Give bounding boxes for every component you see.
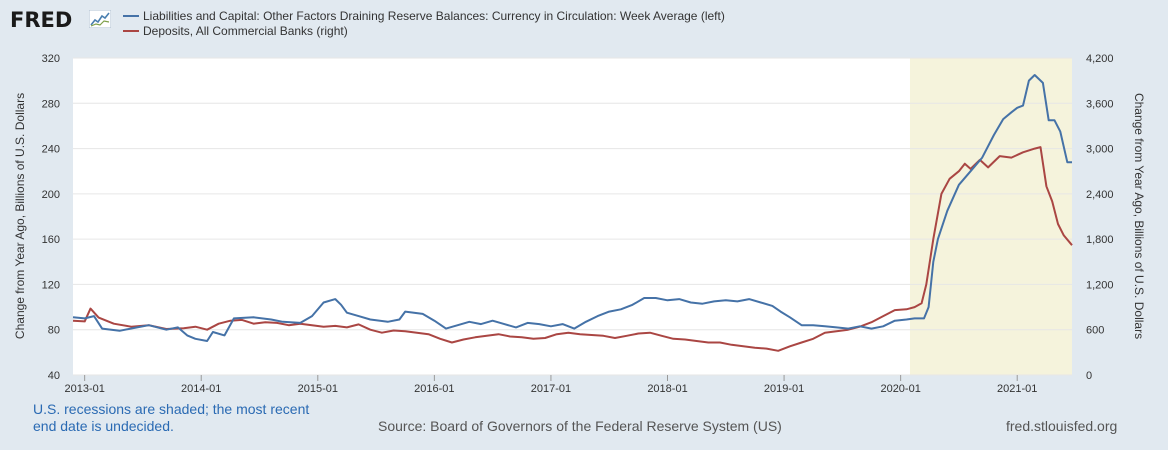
- legend-swatch-currency: [123, 14, 139, 17]
- y-tick-right: 4,200: [1086, 53, 1114, 65]
- y-axis-left-title: Change from Year Ago, Billions of U.S. D…: [13, 93, 27, 339]
- y-axis-right-title: Change from Year Ago, Billions of U.S. D…: [1132, 93, 1146, 339]
- x-tick-label: 2019-01: [764, 383, 804, 395]
- y-tick-left: 320: [42, 53, 60, 65]
- y-tick-right: 3,600: [1086, 98, 1114, 110]
- y-tick-left: 240: [42, 144, 60, 156]
- y-tick-right: 600: [1086, 325, 1104, 337]
- y-tick-left: 160: [42, 234, 60, 246]
- y-tick-right: 1,200: [1086, 279, 1114, 291]
- x-tick-label: 2017-01: [531, 383, 571, 395]
- y-tick-left: 280: [42, 98, 60, 110]
- fred-graph-icon: [89, 10, 111, 28]
- fred-url: fred.stlouisfed.org: [1006, 418, 1118, 434]
- x-tick-label: 2016-01: [414, 383, 454, 395]
- y-tick-right: 0: [1086, 370, 1092, 382]
- x-tick-label: 2018-01: [647, 383, 687, 395]
- recession-note: U.S. recessions are shaded; the most rec…: [33, 401, 310, 434]
- y-tick-left: 40: [48, 370, 60, 382]
- legend-entry-currency: Liabilities and Capital: Other Factors D…: [123, 9, 725, 24]
- legend-entry-deposits: Deposits, All Commercial Banks (right): [123, 24, 725, 39]
- fred-logo: FRED: [10, 8, 73, 32]
- legend-swatch-deposits: [123, 29, 139, 32]
- y-tick-left: 200: [42, 189, 60, 201]
- chart-legend: Liabilities and Capital: Other Factors D…: [123, 9, 725, 39]
- x-tick-label: 2020-01: [880, 383, 920, 395]
- y-tick-right: 1,800: [1086, 234, 1114, 246]
- legend-label-deposits: Deposits, All Commercial Banks (right): [143, 24, 348, 38]
- y-tick-right: 2,400: [1086, 189, 1114, 201]
- x-tick-label: 2013-01: [64, 383, 104, 395]
- plot-area: [73, 58, 1072, 375]
- legend-label-currency: Liabilities and Capital: Other Factors D…: [143, 9, 725, 23]
- y-tick-left: 120: [42, 279, 60, 291]
- y-tick-left: 80: [48, 325, 60, 337]
- recession-shade: [909, 58, 1072, 375]
- x-tick-label: 2021-01: [997, 383, 1037, 395]
- source-text: Source: Board of Governors of the Federa…: [378, 418, 782, 434]
- y-tick-right: 3,000: [1086, 144, 1114, 156]
- series-line-deposits: [72, 146, 1073, 352]
- series-line-currency: [72, 74, 1072, 342]
- x-tick-label: 2014-01: [181, 383, 221, 395]
- x-tick-label: 2015-01: [298, 383, 338, 395]
